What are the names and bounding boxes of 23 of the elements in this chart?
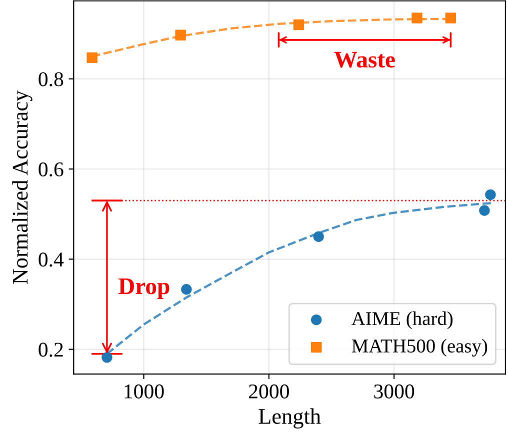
point bbox=[175, 30, 186, 40]
point bbox=[445, 12, 456, 24]
legend-label: AIME (hard) bbox=[352, 311, 453, 330]
x-tick-label: 2000 bbox=[248, 384, 289, 398]
point bbox=[181, 284, 192, 295]
y-tick-label: 0.2 bbox=[38, 342, 63, 357]
point bbox=[102, 352, 112, 363]
x-tick-label: 3000 bbox=[374, 384, 414, 398]
y-tick-label: 0.4 bbox=[38, 252, 64, 267]
point bbox=[485, 189, 496, 200]
y-tick-label: 0.8 bbox=[38, 72, 64, 86]
legend-label: MATH500 (easy) bbox=[352, 338, 488, 357]
annotation: Drop bbox=[118, 278, 170, 300]
x-axis-title: Length bbox=[258, 408, 321, 428]
point bbox=[293, 19, 304, 30]
y-axis-title: Normalized Accuracy bbox=[12, 90, 32, 284]
point bbox=[86, 52, 98, 64]
point bbox=[412, 12, 422, 24]
annotation: Waste bbox=[334, 52, 395, 68]
y-tick-label: 0.6 bbox=[38, 162, 64, 177]
point bbox=[313, 231, 324, 242]
point bbox=[479, 205, 490, 216]
x-tick-label: 1000 bbox=[124, 384, 164, 398]
